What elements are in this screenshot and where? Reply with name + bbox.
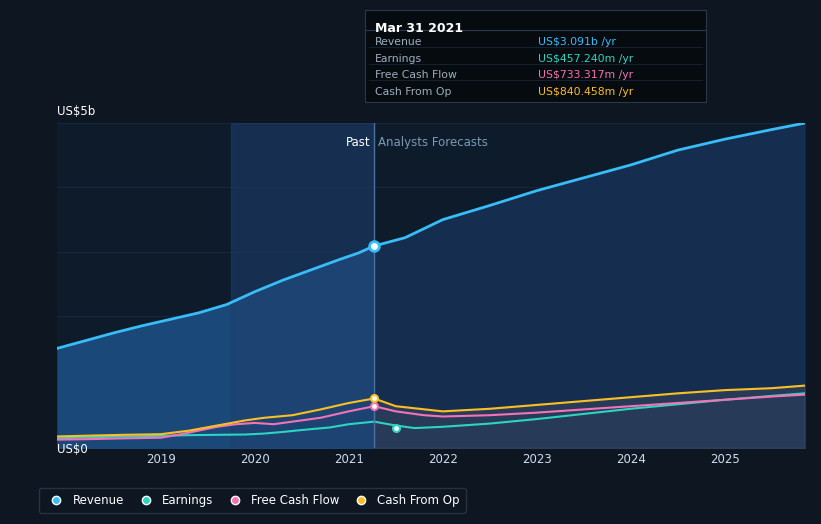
Bar [232,123,374,448]
Text: US$457.240m /yr: US$457.240m /yr [538,53,633,64]
Text: Free Cash Flow: Free Cash Flow [375,70,457,80]
Text: Past: Past [346,136,370,149]
Text: US$0: US$0 [57,443,88,456]
Text: US$5b: US$5b [57,105,96,118]
Text: Cash From Op: Cash From Op [375,87,452,97]
Text: US$840.458m /yr: US$840.458m /yr [538,87,633,97]
Text: US$3.091b /yr: US$3.091b /yr [538,37,616,47]
Text: Revenue: Revenue [375,37,423,47]
Text: Mar 31 2021: Mar 31 2021 [375,22,463,35]
Text: US$733.317m /yr: US$733.317m /yr [538,70,633,80]
Text: Earnings: Earnings [375,53,422,64]
Text: Analysts Forecasts: Analysts Forecasts [378,136,488,149]
Legend: Revenue, Earnings, Free Cash Flow, Cash From Op: Revenue, Earnings, Free Cash Flow, Cash … [39,488,466,513]
